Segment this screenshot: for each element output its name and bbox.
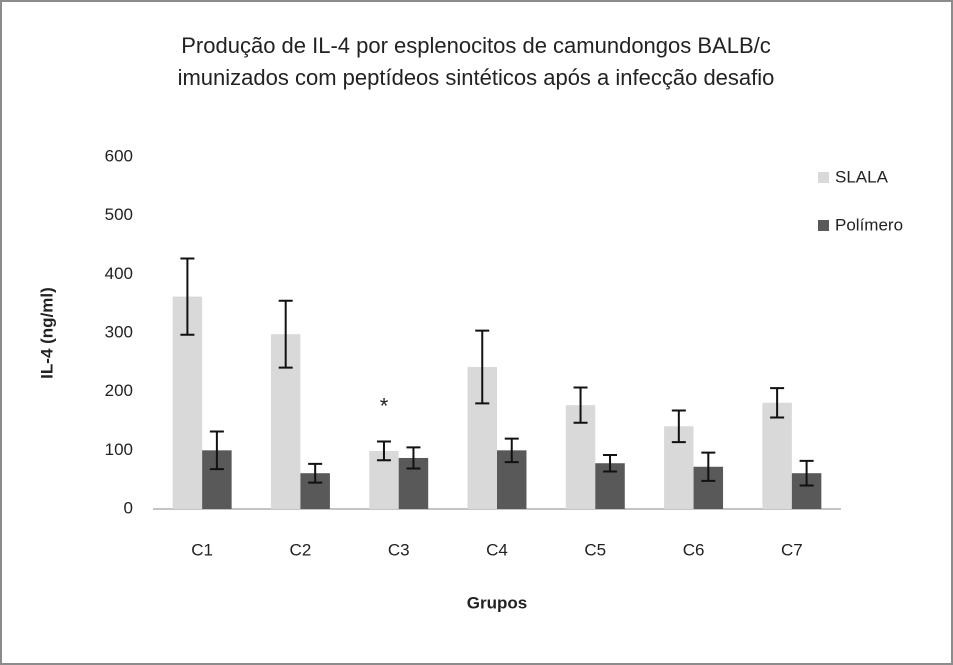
y-tick-label: 500: [105, 205, 133, 224]
error-bar: [475, 329, 490, 405]
x-tick-label: C2: [290, 540, 312, 559]
x-tick-label: C1: [191, 540, 213, 559]
x-tick-label: C5: [584, 540, 606, 559]
x-tick-label: C4: [486, 540, 508, 559]
chart-title: Produção de IL-4 por esplenocitos de cam…: [181, 33, 771, 58]
x-tick-label: C7: [781, 540, 803, 559]
annotation: *: [380, 393, 389, 418]
x-tick-label: C6: [683, 540, 705, 559]
error-bar: [573, 386, 588, 424]
error-bar: [278, 299, 293, 369]
error-bar: [209, 430, 224, 471]
x-axis-title: Grupos: [467, 593, 527, 612]
error-bar: [406, 446, 421, 470]
y-tick-label: 300: [105, 322, 133, 341]
error-bar: [701, 451, 716, 482]
error-bar: [603, 454, 618, 473]
legend-swatch: [818, 172, 829, 183]
error-bar: [504, 437, 519, 464]
error-bar: [180, 257, 195, 336]
y-tick-label: 100: [105, 440, 133, 459]
x-tick-label: C3: [388, 540, 410, 559]
error-bar: [671, 409, 686, 444]
error-bar: [799, 459, 814, 487]
y-axis-title: IL-4 (ng/ml): [37, 287, 56, 379]
y-tick-label: 200: [105, 381, 133, 400]
chart-title: imunizados com peptídeos sintéticos após…: [178, 65, 775, 90]
y-tick-label: 0: [124, 498, 133, 517]
error-bar: [308, 462, 323, 484]
y-tick-label: 600: [105, 146, 133, 165]
error-bar: [376, 440, 391, 462]
legend-label: SLALA: [835, 167, 889, 186]
error-bar: [770, 387, 785, 419]
y-tick-label: 400: [105, 264, 133, 283]
legend-swatch: [818, 220, 829, 231]
legend-label: Polímero: [835, 215, 903, 234]
bar: [762, 402, 792, 509]
